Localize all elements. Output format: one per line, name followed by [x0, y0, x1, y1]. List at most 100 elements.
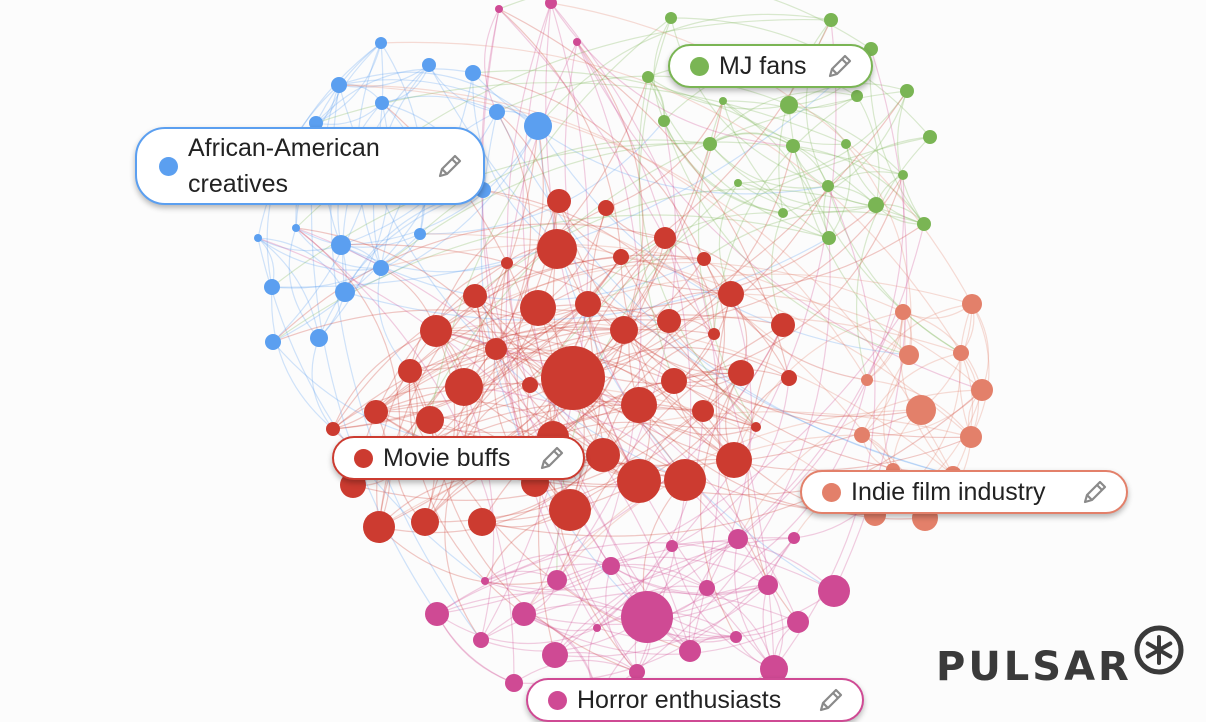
network-node[interactable] — [445, 368, 483, 406]
network-node[interactable] — [868, 197, 884, 213]
network-node[interactable] — [658, 115, 670, 127]
network-node[interactable] — [575, 291, 601, 317]
cluster-label-horror-enthusiasts[interactable]: Horror enthusiasts — [526, 678, 864, 722]
network-node[interactable] — [520, 290, 556, 326]
cluster-label-indie-film-industry[interactable]: Indie film industry — [800, 470, 1128, 514]
network-node[interactable] — [326, 422, 340, 436]
network-node[interactable] — [917, 217, 931, 231]
cluster-label-movie-buffs[interactable]: Movie buffs — [332, 436, 585, 480]
network-node[interactable] — [292, 224, 300, 232]
network-node[interactable] — [489, 104, 505, 120]
network-node[interactable] — [861, 374, 873, 386]
network-node[interactable] — [495, 5, 503, 13]
network-node[interactable] — [788, 532, 800, 544]
network-node[interactable] — [363, 511, 395, 543]
network-node[interactable] — [473, 632, 489, 648]
network-node[interactable] — [463, 284, 487, 308]
network-node[interactable] — [629, 664, 645, 680]
network-node[interactable] — [524, 112, 552, 140]
network-node[interactable] — [416, 406, 444, 434]
network-node[interactable] — [309, 116, 323, 130]
network-node[interactable] — [310, 329, 328, 347]
network-node[interactable] — [841, 139, 851, 149]
network-node[interactable] — [697, 252, 711, 266]
network-node[interactable] — [895, 304, 911, 320]
network-node[interactable] — [621, 591, 673, 643]
pencil-icon[interactable] — [816, 685, 846, 715]
network-node[interactable] — [411, 508, 439, 536]
pencil-icon[interactable] — [825, 51, 855, 81]
network-node[interactable] — [971, 379, 993, 401]
network-node[interactable] — [771, 313, 795, 337]
network-node[interactable] — [708, 328, 720, 340]
network-node[interactable] — [335, 282, 355, 302]
network-node[interactable] — [818, 575, 850, 607]
network-node[interactable] — [501, 257, 513, 269]
network-node[interactable] — [613, 249, 629, 265]
network-node[interactable] — [537, 229, 577, 269]
network-node[interactable] — [265, 334, 281, 350]
network-node[interactable] — [422, 58, 436, 72]
pencil-icon[interactable] — [537, 443, 567, 473]
network-node[interactable] — [781, 370, 797, 386]
network-node[interactable] — [654, 227, 676, 249]
network-node[interactable] — [786, 139, 800, 153]
network-node[interactable] — [719, 97, 727, 105]
pencil-icon[interactable] — [435, 151, 465, 181]
network-node[interactable] — [923, 130, 937, 144]
network-node[interactable] — [414, 228, 426, 240]
network-node[interactable] — [505, 674, 523, 692]
network-node[interactable] — [468, 508, 496, 536]
network-node[interactable] — [373, 260, 389, 276]
network-node[interactable] — [481, 577, 489, 585]
network-node[interactable] — [573, 38, 581, 46]
network-node[interactable] — [851, 90, 863, 102]
network-node[interactable] — [734, 179, 742, 187]
network-node[interactable] — [547, 570, 567, 590]
network-node[interactable] — [375, 96, 389, 110]
network-node[interactable] — [264, 279, 280, 295]
network-node[interactable] — [751, 422, 761, 432]
network-node[interactable] — [900, 84, 914, 98]
network-node[interactable] — [642, 71, 654, 83]
network-node[interactable] — [703, 137, 717, 151]
network-node[interactable] — [545, 0, 557, 9]
cluster-label-mj-fans[interactable]: MJ fans — [668, 44, 873, 88]
network-node[interactable] — [898, 170, 908, 180]
pencil-icon[interactable] — [1080, 477, 1110, 507]
network-node[interactable] — [665, 12, 677, 24]
network-node[interactable] — [661, 368, 687, 394]
network-node[interactable] — [760, 655, 788, 683]
network-node[interactable] — [610, 316, 638, 344]
network-node[interactable] — [375, 37, 387, 49]
network-node[interactable] — [854, 427, 870, 443]
network-node[interactable] — [780, 96, 798, 114]
network-node[interactable] — [778, 208, 788, 218]
network-node[interactable] — [485, 338, 507, 360]
network-node[interactable] — [899, 345, 919, 365]
network-node[interactable] — [593, 624, 601, 632]
network-node[interactable] — [664, 459, 706, 501]
network-node[interactable] — [692, 400, 714, 422]
network-node[interactable] — [598, 200, 614, 216]
network-node[interactable] — [758, 575, 778, 595]
network-node[interactable] — [522, 377, 538, 393]
network-node[interactable] — [549, 489, 591, 531]
network-node[interactable] — [787, 611, 809, 633]
network-node[interactable] — [657, 309, 681, 333]
network-node[interactable] — [465, 65, 481, 81]
network-node[interactable] — [542, 642, 568, 668]
network-node[interactable] — [331, 235, 351, 255]
network-node[interactable] — [586, 438, 620, 472]
network-node[interactable] — [822, 231, 836, 245]
network-node[interactable] — [617, 459, 661, 503]
network-node[interactable] — [906, 395, 936, 425]
network-node[interactable] — [960, 426, 982, 448]
network-node[interactable] — [728, 529, 748, 549]
network-node[interactable] — [621, 387, 657, 423]
network-node[interactable] — [420, 315, 452, 347]
network-node[interactable] — [512, 602, 536, 626]
network-node[interactable] — [666, 540, 678, 552]
network-node[interactable] — [254, 234, 262, 242]
